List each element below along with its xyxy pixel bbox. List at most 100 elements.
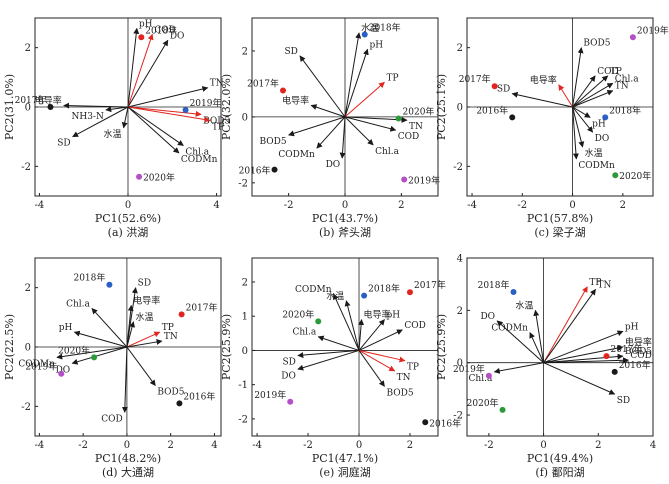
year-point (287, 399, 293, 405)
y-tick-label: -2 (453, 411, 463, 422)
loading-arrow (544, 287, 588, 363)
year-point (511, 289, 517, 295)
x-tick-label: 0 (342, 200, 348, 211)
year-label: 2018年 (609, 104, 641, 116)
loading-label: SD (497, 85, 510, 95)
x-tick-label: -2 (78, 440, 88, 451)
year-point (407, 289, 413, 295)
loading-label: TN (615, 82, 629, 92)
y-tick-label: -1 (238, 380, 248, 391)
y-axis-label: PC2(32.0%) (220, 74, 233, 140)
panel-3: -4 -2 0 2 -2 0 2 PC1(57.8%)(c) 梁子湖 PC2(25.1%) BOD… (435, 18, 669, 239)
x-tick-label: 4 (211, 440, 217, 451)
x-tick-label: -4 (467, 200, 477, 211)
loading-arrow (318, 337, 359, 351)
x-axis-label: PC1(57.8%) (527, 212, 593, 225)
plot-frame (252, 258, 438, 436)
x-tick-label: -2 (303, 440, 313, 451)
loading-label: TN (409, 122, 423, 132)
loading-label: pH (625, 322, 639, 332)
panel-2: -2 0 2 -2 0 2 PC1(43.7%)(b) 斧头湖 PC2(32.0%) 水温 pH S… (220, 18, 440, 239)
loading-arrow (300, 56, 345, 117)
loading-label: Chl.a (375, 147, 399, 157)
year-label: 2019年 (637, 24, 669, 36)
year-label: 2016年 (476, 104, 508, 116)
loading-label: 水温 (326, 290, 344, 302)
y-axis-label: PC2(25.9%) (220, 314, 233, 380)
year-point (500, 407, 506, 413)
loading-label: DO (595, 134, 610, 144)
year-point (315, 318, 321, 324)
year-point (176, 400, 182, 406)
loading-arrow (359, 330, 402, 351)
y-tick-label: 0 (242, 112, 248, 123)
year-point (138, 34, 144, 40)
loading-label: pH (592, 119, 606, 129)
loading-label: BOD5 (260, 137, 287, 147)
year-point (91, 354, 97, 360)
year-label: 2017年 (611, 343, 643, 355)
y-tick-label: -2 (238, 414, 248, 425)
panel-6: -2 0 2 4-2024PC1(49.4%)(f) 鄱阳湖PC2(25.9%)TPT… (435, 254, 656, 480)
loading-label: TP (386, 73, 398, 83)
year-label: 2016年 (619, 359, 651, 371)
loading-label: SD (138, 279, 151, 289)
x-tick-label: -2 (484, 440, 494, 451)
loading-label: TN (397, 373, 411, 383)
year-point (602, 114, 608, 120)
loading-arrow (345, 33, 359, 117)
y-tick-label: 2 (457, 43, 463, 54)
loading-label: pH (59, 323, 73, 333)
panel-1: -4 0 4-202PC1(52.6%)(a) 洪湖PC2(31.0%)pHCODD… (3, 18, 230, 239)
loading-label: SD (57, 139, 70, 149)
year-label: 2017年 (186, 301, 218, 313)
loading-label: SD (617, 396, 630, 406)
x-axis-label: PC1(43.7%) (312, 212, 378, 225)
year-point (280, 88, 286, 94)
year-label: 2019年 (190, 97, 222, 109)
loading-label: 电导率 (133, 294, 160, 306)
year-label: 2020年 (282, 308, 314, 320)
loading-label: DO (480, 312, 495, 322)
x-tick-label: -4 (35, 440, 45, 451)
year-point (136, 174, 142, 180)
loading-arrow (359, 350, 384, 386)
loading-label: 水温 (135, 311, 153, 323)
loading-label: 电导率 (282, 94, 309, 106)
year-label: 2020年 (58, 344, 90, 356)
year-label: 2017年 (247, 78, 279, 90)
loading-arrow (512, 94, 572, 107)
year-label: 2020年 (403, 106, 435, 118)
x-tick-label: 2 (620, 200, 626, 211)
loading-arrow (573, 83, 613, 107)
year-label: 2018年 (145, 24, 177, 36)
year-label: 2018年 (73, 272, 105, 284)
loading-label: BOD5 (583, 39, 610, 49)
y-axis-label: PC2(22.5%) (3, 314, 16, 380)
year-point (486, 373, 492, 379)
loading-arrow (359, 350, 405, 360)
x-tick-label: 0 (124, 440, 130, 451)
x-axis-label: PC1(48.2%) (95, 452, 161, 465)
year-point (509, 114, 515, 120)
y-tick-label: 2 (242, 277, 248, 288)
loading-arrow (573, 48, 582, 107)
x-tick-label: -2 (517, 200, 527, 211)
loading-label: BOD5 (157, 388, 184, 398)
year-point (422, 419, 428, 425)
loading-label: COD (398, 132, 419, 142)
year-point (106, 282, 112, 288)
x-axis-label: PC1(49.4%) (527, 452, 593, 465)
y-axis-label: PC2(31.0%) (3, 74, 16, 140)
loading-arrow (127, 341, 162, 347)
loading-arrow (342, 117, 345, 158)
loading-arrow (311, 105, 345, 117)
loading-arrow (127, 347, 155, 386)
loading-label: CODMn (278, 150, 315, 160)
x-tick-label: 0 (569, 200, 575, 211)
y-tick-label: 2 (242, 46, 248, 57)
year-label: 2016年 (239, 165, 271, 177)
year-label: 2016年 (183, 390, 215, 402)
x-tick-label: 4 (213, 200, 219, 211)
loading-label: TP (407, 363, 419, 373)
